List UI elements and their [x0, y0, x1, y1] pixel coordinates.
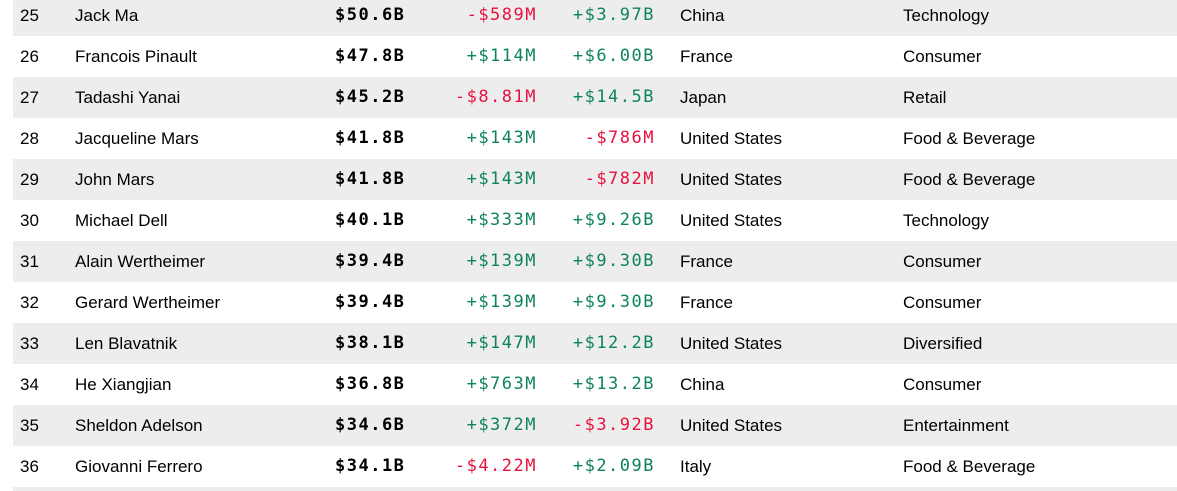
industry-cell: Consumer	[903, 252, 982, 271]
rank-cell: 36	[20, 457, 39, 476]
table-row[interactable]: 28 Jacqueline Mars $41.8B +$143M -$786M …	[13, 118, 1177, 159]
table-row[interactable]: 25 Jack Ma $50.6B -$589M +$3.97B China T…	[13, 0, 1177, 36]
country-cell: United States	[680, 416, 783, 435]
net-worth-cell: $34.6B	[335, 415, 406, 435]
country-cell: France	[680, 252, 733, 271]
ytd-change-cell: +$9.30B	[572, 251, 655, 271]
industry-cell: Diversified	[903, 334, 983, 353]
net-worth-cell: $47.8B	[335, 46, 406, 66]
country-cell: United States	[680, 211, 783, 230]
country-cell: China	[680, 6, 725, 25]
rank-cell: 28	[20, 129, 39, 148]
table-row[interactable]: 26 Francois Pinault $47.8B +$114M +$6.00…	[13, 36, 1177, 77]
table-row[interactable]: 27 Tadashi Yanai $45.2B -$8.81M +$14.5B …	[13, 77, 1177, 118]
net-worth-cell: $39.4B	[335, 251, 406, 271]
rank-cell: 29	[20, 170, 39, 189]
net-worth-cell: $36.8B	[335, 374, 406, 394]
daily-change-cell: -$4.22M	[454, 456, 537, 476]
rank-cell: 30	[20, 211, 39, 230]
rank-cell: 33	[20, 334, 39, 353]
ytd-change-cell: -$782M	[584, 169, 655, 189]
rank-cell: 27	[20, 88, 39, 107]
name-cell: Giovanni Ferrero	[75, 457, 203, 476]
industry-cell: Technology	[903, 211, 990, 230]
daily-change-cell: +$333M	[466, 210, 537, 230]
daily-change-cell: +$147M	[466, 333, 537, 353]
name-cell: Michael Dell	[75, 211, 168, 230]
country-cell: Japan	[680, 88, 727, 107]
name-cell: Gerard Wertheimer	[75, 293, 221, 312]
rank-cell: 31	[20, 252, 39, 271]
net-worth-cell: $41.8B	[335, 128, 406, 148]
table-row[interactable]: 36 Giovanni Ferrero $34.1B -$4.22M +$2.0…	[13, 446, 1177, 487]
rank-cell: 25	[20, 6, 39, 25]
net-worth-cell: $45.2B	[335, 87, 406, 107]
table-row[interactable]: 29 John Mars $41.8B +$143M -$782M United…	[13, 159, 1177, 200]
country-cell: France	[680, 293, 733, 312]
country-cell: China	[680, 375, 725, 394]
industry-cell: Consumer	[903, 293, 982, 312]
ytd-change-cell: +$12.2B	[572, 333, 655, 353]
rank-cell: 34	[20, 375, 39, 394]
table-body: 25 Jack Ma $50.6B -$589M +$3.97B China T…	[13, 0, 1177, 491]
ytd-change-cell: +$9.26B	[572, 210, 655, 230]
name-cell: Jacqueline Mars	[75, 129, 199, 148]
ytd-change-cell: -$3.92B	[572, 415, 655, 435]
country-cell: United States	[680, 170, 783, 189]
daily-change-cell: +$139M	[466, 292, 537, 312]
name-cell: Tadashi Yanai	[75, 88, 181, 107]
name-cell: Sheldon Adelson	[75, 416, 203, 435]
name-cell: Alain Wertheimer	[75, 252, 206, 271]
country-cell: United States	[680, 334, 783, 353]
rank-cell: 32	[20, 293, 39, 312]
table-row[interactable]: 33 Len Blavatnik $38.1B +$147M +$12.2B U…	[13, 323, 1177, 364]
ytd-change-cell: +$3.97B	[572, 5, 655, 25]
ytd-change-cell: +$13.2B	[572, 374, 655, 394]
daily-change-cell: -$589M	[466, 5, 537, 25]
net-worth-cell: $39.4B	[335, 292, 406, 312]
table-row[interactable]: 35 Sheldon Adelson $34.6B +$372M -$3.92B…	[13, 405, 1177, 446]
table-row[interactable]: 32 Gerard Wertheimer $39.4B +$139M +$9.3…	[13, 282, 1177, 323]
name-cell: He Xiangjian	[75, 375, 172, 394]
daily-change-cell: +$143M	[466, 128, 537, 148]
name-cell: Francois Pinault	[75, 47, 197, 66]
daily-change-cell: -$8.81M	[454, 87, 537, 107]
industry-cell: Food & Beverage	[903, 170, 1036, 189]
daily-change-cell: +$763M	[466, 374, 537, 394]
rank-cell: 26	[20, 47, 39, 66]
daily-change-cell: +$114M	[466, 46, 537, 66]
net-worth-cell: $50.6B	[335, 5, 406, 25]
industry-cell: Food & Beverage	[903, 457, 1036, 476]
net-worth-cell: $34.1B	[335, 456, 406, 476]
table-row[interactable]: 34 He Xiangjian $36.8B +$763M +$13.2B Ch…	[13, 364, 1177, 405]
daily-change-cell: +$372M	[466, 415, 537, 435]
country-cell: United States	[680, 129, 783, 148]
net-worth-cell: $40.1B	[335, 210, 406, 230]
ytd-change-cell: -$786M	[584, 128, 655, 148]
country-cell: Italy	[680, 457, 712, 476]
table-row[interactable]: 31 Alain Wertheimer $39.4B +$139M +$9.30…	[13, 241, 1177, 282]
ytd-change-cell: +$6.00B	[572, 46, 655, 66]
industry-cell: Consumer	[903, 47, 982, 66]
net-worth-cell: $41.8B	[335, 169, 406, 189]
industry-cell: Retail	[903, 88, 947, 107]
daily-change-cell: +$143M	[466, 169, 537, 189]
industry-cell: Technology	[903, 6, 990, 25]
next-row-partial	[13, 487, 1177, 491]
ytd-change-cell: +$14.5B	[572, 87, 655, 107]
ytd-change-cell: +$9.30B	[572, 292, 655, 312]
table-row[interactable]: 30 Michael Dell $40.1B +$333M +$9.26B Un…	[13, 200, 1177, 241]
name-cell: John Mars	[75, 170, 155, 189]
industry-cell: Entertainment	[903, 416, 1009, 435]
country-cell: France	[680, 47, 733, 66]
industry-cell: Consumer	[903, 375, 982, 394]
net-worth-cell: $38.1B	[335, 333, 406, 353]
rank-cell: 35	[20, 416, 39, 435]
name-cell: Jack Ma	[75, 6, 139, 25]
name-cell: Len Blavatnik	[75, 334, 178, 353]
industry-cell: Food & Beverage	[903, 129, 1036, 148]
ytd-change-cell: +$2.09B	[572, 456, 655, 476]
daily-change-cell: +$139M	[466, 251, 537, 271]
